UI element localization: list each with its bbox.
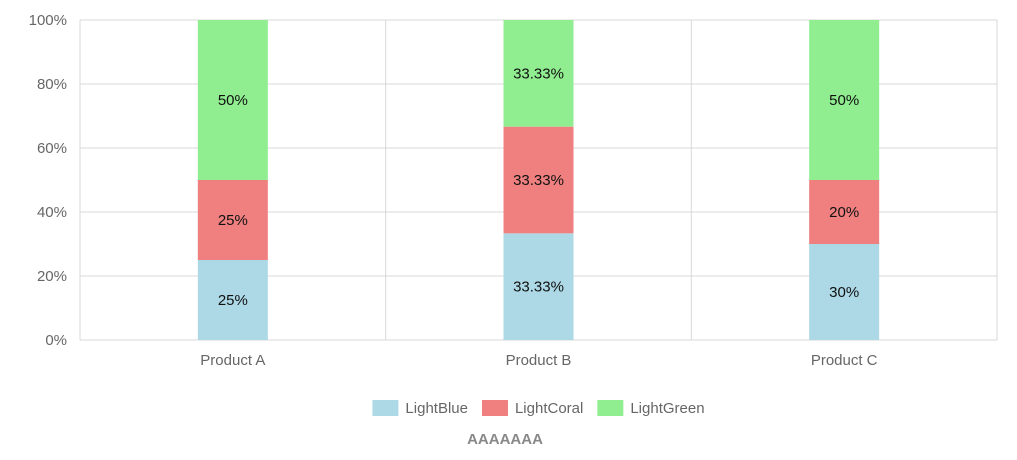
footer-label: AAAAAAA [467,431,543,448]
bar-segment-lightblue[interactable] [809,244,880,340]
legend-item-lightgreen[interactable]: LightGreen [597,400,705,417]
legend-label: LightCoral [515,400,583,417]
x-tick-label: Product C [811,352,878,369]
x-tick-label: Product A [200,352,265,369]
legend-item-lightcoral[interactable]: LightCoral [481,400,583,417]
y-tick-label: 100% [29,12,67,29]
bar-value-label: 33.33% [513,172,564,189]
bar-segment-lightgreen[interactable] [809,20,880,180]
legend-swatch [597,400,624,416]
legend: LightBlue LightCoral LightGreen [372,400,705,417]
legend-item-lightblue[interactable]: LightBlue [372,400,468,417]
legend-label: LightGreen [630,400,704,417]
bar-segment-lightgreen[interactable] [503,20,574,127]
bar-value-label: 33.33% [513,65,564,82]
bar-segment-lightgreen[interactable] [197,20,268,180]
bar-value-label: 50% [829,92,859,109]
bar-segment-lightblue[interactable] [503,233,574,340]
bar-value-label: 50% [218,92,248,109]
bar-segment-lightblue[interactable] [197,260,268,340]
bar-value-label: 20% [829,204,859,221]
bars [197,20,880,340]
bar-segment-lightcoral[interactable] [503,126,574,234]
y-tick-label: 80% [37,76,67,93]
x-tick-label: Product B [506,352,572,369]
legend-swatch [372,400,399,416]
y-axis: 0% 20% 40% 60% 80% 100% [29,12,67,349]
y-tick-label: 20% [37,268,67,285]
y-tick-label: 0% [45,332,67,349]
bar-value-label: 33.33% [513,279,564,296]
bar-segment-lightcoral[interactable] [197,180,268,260]
data-labels: 25% 25% 50% 33.33% 33.33% 33.33% 30% 20% 50% [218,65,859,309]
bar-value-label: 25% [218,212,248,229]
x-axis: Product A Product B Product C [200,352,877,369]
legend-swatch [481,400,508,416]
bar-segment-lightcoral[interactable] [809,180,880,244]
y-tick-label: 60% [37,140,67,157]
bar-value-label: 25% [218,292,248,309]
y-tick-label: 40% [37,204,67,221]
bar-value-label: 30% [829,284,859,301]
legend-label: LightBlue [405,400,468,417]
